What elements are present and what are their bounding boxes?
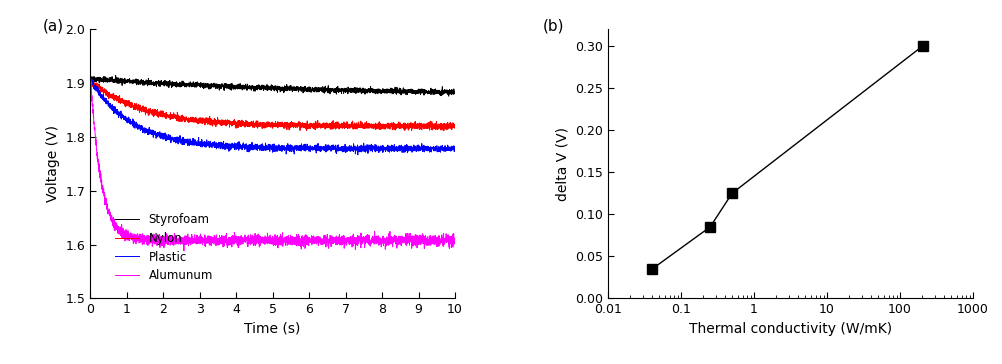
Nylon (449, 126, 461, 130)
Nylon (402, 123, 414, 127)
Y-axis label: delta V (V): delta V (V) (555, 127, 569, 201)
Plastic (352, 153, 364, 157)
Line: Styrofoam: Styrofoam (90, 75, 455, 96)
Alumunum (239, 238, 252, 243)
Styrofoam (442, 91, 454, 95)
Plastic (84, 80, 96, 84)
Styrofoam (239, 86, 252, 90)
Legend: Styrofoam, Nylon, Plastic, Alumunum: Styrofoam, Nylon, Plastic, Alumunum (110, 208, 217, 287)
Nylon (126, 101, 138, 106)
Nylon (147, 114, 159, 119)
Y-axis label: Voltage (V): Voltage (V) (46, 125, 60, 202)
X-axis label: Thermal conductivity (W/mK): Thermal conductivity (W/mK) (688, 322, 891, 336)
Plastic (126, 121, 138, 125)
Nylon (442, 124, 454, 128)
Alumunum (147, 235, 159, 239)
Plastic (147, 131, 159, 135)
Styrofoam (126, 80, 138, 84)
Plastic (224, 143, 236, 147)
Line: Nylon: Nylon (90, 78, 455, 131)
Alumunum (177, 249, 189, 253)
Line: Plastic: Plastic (90, 80, 455, 155)
Alumunum (125, 231, 137, 236)
Styrofoam (109, 73, 121, 78)
Styrofoam (224, 87, 236, 92)
X-axis label: Time (s): Time (s) (244, 322, 301, 336)
Alumunum (84, 68, 96, 72)
Nylon (239, 124, 252, 128)
Plastic (86, 78, 98, 82)
Nylon (84, 81, 96, 86)
Styrofoam (442, 94, 454, 98)
Nylon (224, 119, 236, 123)
Text: (a): (a) (43, 18, 64, 33)
Plastic (449, 145, 461, 150)
Plastic (239, 143, 252, 147)
Line: Alumunum: Alumunum (90, 70, 455, 251)
Alumunum (442, 236, 454, 240)
Text: (b): (b) (542, 18, 563, 33)
Alumunum (402, 238, 414, 242)
Styrofoam (147, 80, 159, 84)
Styrofoam (449, 90, 461, 95)
Plastic (442, 147, 454, 151)
Alumunum (449, 241, 461, 245)
Nylon (437, 128, 449, 133)
Alumunum (224, 240, 236, 245)
Nylon (84, 75, 96, 80)
Plastic (403, 144, 415, 148)
Styrofoam (84, 76, 96, 80)
Styrofoam (402, 89, 414, 93)
